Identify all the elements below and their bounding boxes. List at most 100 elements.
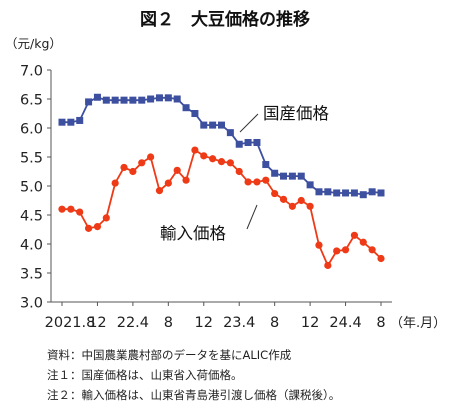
note-source: 資料：中国農業農村部のデータを基にALIC作成 (47, 348, 292, 362)
series-0-point (377, 189, 385, 197)
series-1-point (209, 155, 217, 163)
series-0-point (120, 96, 128, 104)
series-0-point (333, 189, 341, 197)
x-tick-label: 8 (376, 315, 385, 331)
x-tick-label: 8 (270, 315, 279, 331)
x-tick-label: 23.4 (223, 315, 255, 331)
series-1-point (333, 247, 341, 255)
series-0-point (280, 172, 288, 180)
series-0-point (138, 96, 146, 104)
x-tick-label: 12 (195, 315, 213, 331)
series-1-point (84, 224, 93, 232)
series-0-point (147, 95, 155, 103)
series-1-point (288, 202, 296, 210)
series-1-point (306, 202, 314, 210)
series-1-point (368, 246, 376, 254)
series-1-point (173, 166, 181, 174)
series-0-point (297, 172, 305, 180)
series-1-point (341, 246, 350, 254)
y-axis-unit: （元/kg） (5, 36, 62, 51)
series-0-point (200, 121, 208, 129)
series-0-point (76, 116, 84, 124)
series-1-point (147, 153, 155, 161)
series-1-point (253, 178, 261, 186)
series-0-point (129, 96, 137, 104)
series-1-point (200, 152, 208, 160)
series-1-point (226, 159, 234, 167)
series-1-point (138, 159, 146, 167)
series-0-point (67, 118, 75, 126)
series-label-domestic: 国産価格 (263, 104, 330, 123)
y-tick-label: 7.0 (20, 64, 43, 80)
series-1-point (67, 205, 75, 213)
series-0-point (218, 121, 225, 129)
notes: 資料：中国農業農村部のデータを基にALIC作成 注１：国産価格は、山東省入荷価格… (47, 345, 340, 405)
note-1: 注１：国産価格は、山東省入荷価格。 (47, 368, 243, 382)
series-0-point (350, 189, 358, 197)
y-tick-label: 4.5 (20, 209, 43, 225)
series-1-point (58, 205, 66, 213)
series-0-point (324, 188, 332, 196)
y-tick-label: 5.5 (20, 151, 43, 167)
series-0-point (235, 140, 243, 148)
series-1-point (102, 214, 110, 222)
series-0-point (173, 95, 181, 103)
series-1-point (279, 195, 288, 203)
y-tick-label: 3.0 (20, 296, 43, 312)
x-tick-label: 12 (301, 315, 319, 331)
series-0-point (191, 110, 199, 117)
series-line-0 (62, 96, 382, 196)
series-line-1 (62, 148, 382, 268)
series-callout-import (246, 204, 258, 230)
series-0-point (102, 96, 110, 104)
series-1-point (120, 163, 128, 172)
series-1-point (271, 189, 279, 198)
series-0-point (209, 121, 217, 129)
x-tick-label: 22.4 (117, 315, 149, 331)
series-label-import: 輸入価格 (160, 224, 227, 243)
x-tick-label: 2021.8 (45, 315, 96, 331)
series-1-point (350, 231, 359, 239)
chart-title: 図２ 大豆価格の推移 (140, 9, 310, 30)
series-0-point (315, 188, 323, 196)
series-1-point (111, 179, 119, 187)
series-1-point (324, 261, 332, 270)
series-1-point (129, 167, 137, 176)
series-0-point (164, 94, 172, 102)
x-axis-unit: （年.月） (390, 316, 446, 331)
y-tick-label: 6.0 (20, 122, 43, 138)
series-0-point (359, 191, 367, 199)
series-0-point (226, 129, 234, 137)
series-1-point (297, 196, 305, 205)
series-1-point (93, 223, 102, 231)
series-1-point (244, 178, 252, 186)
series-1-point (164, 179, 172, 187)
series-0-point (93, 93, 101, 101)
series-1-point (359, 238, 367, 246)
series-1-point (217, 158, 226, 166)
series-1-point (315, 241, 323, 249)
series-0-point (368, 188, 376, 196)
series-0-point (271, 169, 279, 177)
series-1-point (76, 208, 84, 216)
note-2: 注２：輸入価格は、山東省青島港引渡し価格（課税後）。 (47, 388, 341, 402)
series-0-point (253, 139, 261, 146)
y-tick-label: 5.0 (20, 180, 43, 196)
x-tick-label: 8 (164, 315, 173, 331)
series-0-point (262, 161, 270, 169)
series-1-point (191, 146, 199, 154)
series-0-point (85, 98, 93, 106)
series-0-point (155, 94, 163, 102)
series-1-point (377, 254, 385, 263)
series-0-point (244, 139, 252, 146)
chart: 図２ 大豆価格の推移 （元/kg） 7.0 6.5 6.0 5.5 5.0 4.5 4.0 3… (5, 9, 446, 331)
series-1-point (235, 167, 243, 176)
x-tick-label: 24.4 (329, 315, 361, 331)
series-callout-domestic (239, 113, 259, 133)
series-1-point (182, 176, 190, 184)
y-tick-label: 6.5 (20, 93, 43, 109)
y-tick-label: 4.0 (20, 238, 43, 254)
series-0-point (182, 104, 190, 112)
series-0-point (306, 181, 314, 189)
series-0-point (111, 96, 119, 104)
